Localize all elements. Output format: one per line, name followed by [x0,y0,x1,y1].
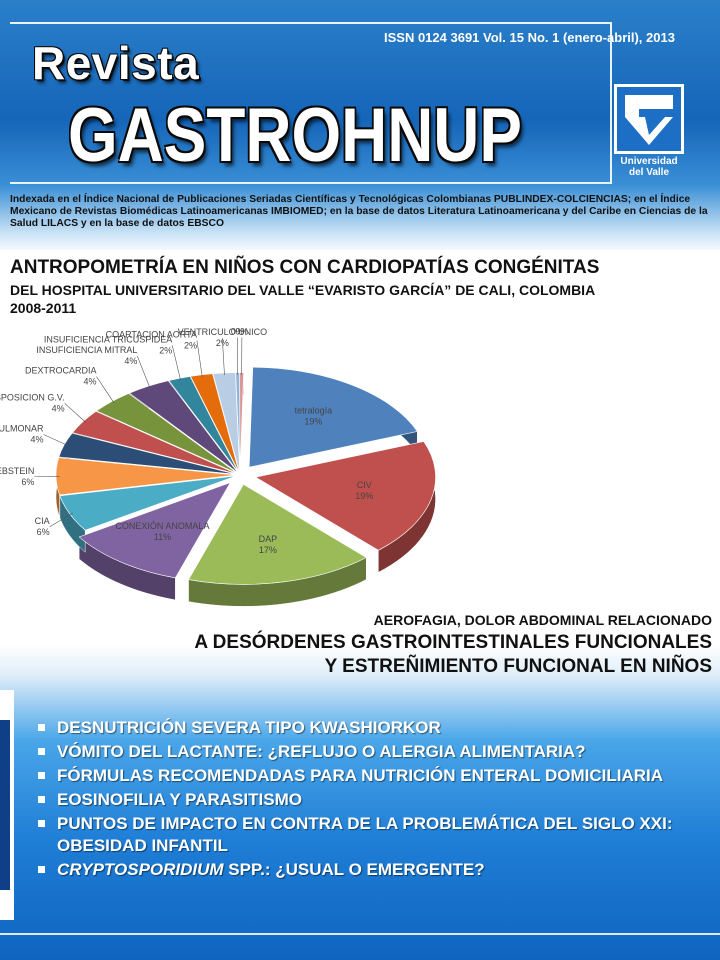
contents-item: DESNUTRICIÓN SEVERA TIPO KWASHIORKOR [38,717,718,739]
magazine-title: GASTROHNUP [68,93,522,178]
slice-label: CONEXIÓN ANOMALA 11% [115,521,209,542]
bullet-square-icon [38,724,45,731]
pie-slice [254,441,436,551]
header-frame [10,22,612,184]
university-name: Universidad del Valle [620,156,678,178]
leader-line [96,376,115,404]
slice-label: DAP 17% [259,534,278,555]
university-logo: Universidad del Valle [614,84,684,180]
slice-label: tetralogía 19% [295,405,333,426]
slice-label: EBSTEIN6% [0,466,34,487]
slice-label: DEXTROCARDIA 4% [25,366,97,387]
contents-item: PUNTOS DE IMPACTO EN CONTRA DE LA PROBLE… [38,813,718,857]
pie-chart: tetralogía 19% CIV 19% DAP 17% CONEXIÓN ANOMAL… [0,327,436,607]
pie-slice [95,393,238,474]
slice-label: 0% [235,327,248,337]
slice-label: ESTENOSIS PULMONAR4% [0,424,44,445]
article2-line2: A DESÓRDENES GASTROINTESTINALES FUNCIONA… [194,632,712,653]
magazine-label: Revista [32,37,200,89]
article1-title: ANTROPOMETRÍA EN NIÑOS CON CARDIOPATÍAS … [10,257,600,278]
bullet-square-icon [38,772,45,779]
leader-line [137,355,151,389]
pie-slice [128,380,239,474]
pie-slice [188,483,367,585]
slice-label: INSUFICIENCIA TRICUSPIDEA 2% [44,334,172,355]
contents-item: EOSINOFILIA Y PARASITISMO [38,789,718,811]
bullet-square-icon [38,796,45,803]
bullet-square-icon [38,866,45,873]
pie-slice [248,366,418,468]
issn-line: ISSN 0124 3691 Vol. 15 No. 1 (enero-abri… [384,30,675,45]
pie-slice [168,376,239,473]
article1-subtitle: DEL HOSPITAL UNIVERSITARIO DEL VALLE “EV… [10,282,596,298]
leader-line [43,434,68,446]
pie-slice [190,373,240,473]
article2-line1: AEROFAGIA, DOLOR ABDOMINAL RELACIONADO [373,612,712,628]
pie-slice [58,432,237,475]
leader-line [222,338,225,375]
slice-label: INSUFICIENCIA MITRAL 4% [36,345,137,366]
contents-list: DESNUTRICIÓN SEVERA TIPO KWASHIORKOR VÓM… [38,717,718,883]
pie-slice [71,411,237,475]
pie-slice [239,372,244,473]
slice-label: COARTACION AORTA 2% [106,330,197,351]
article1-years: 2008-2011 [10,300,77,316]
bottom-rule [0,933,720,935]
leader-line [171,345,181,381]
leader-line [49,512,74,528]
leader-line [64,403,87,423]
cover-header: ISSN 0124 3691 Vol. 15 No. 1 (enero-abri… [0,0,720,250]
contents-item: VÓMITO DEL LACTANTE: ¿REFLUJO O ALERGIA … [38,741,718,763]
university-emblem-icon [614,84,684,154]
slice-label: VENTRICULO UNICO 2% [178,327,268,348]
pie-slice [78,482,231,579]
contents-item: CRYPTOSPORIDIUM SPP.: ¿USUAL O EMERGENTE… [38,859,718,881]
side-accent-inner [0,720,10,890]
contents-item: FÓRMULAS RECOMENDADAS PARA NUTRICIÓN ENT… [38,765,718,787]
indexing-statement: Indexada en el Índice Nacional de Public… [10,194,708,229]
pie-slice [59,475,237,531]
leader-line [196,340,203,377]
article2-line3: Y ESTREÑIMIENTO FUNCIONAL EN NIÑOS [324,656,712,677]
bullet-square-icon [38,748,45,755]
slice-label: 0% [231,327,244,337]
slice-label: CIA 6% [35,516,50,537]
bullet-square-icon [38,820,45,827]
slice-label: TRANSPOSICION G.V.4% [0,392,65,413]
slice-label: CIV 19% [355,480,373,501]
